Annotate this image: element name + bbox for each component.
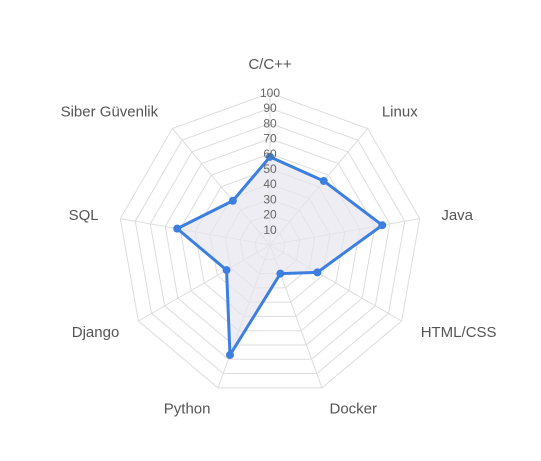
axis-label: Python [164, 401, 211, 418]
axis-label: Django [72, 324, 120, 341]
data-point[interactable] [313, 268, 322, 277]
axis-label: Docker [330, 401, 378, 418]
radial-tick-label: 70 [263, 132, 277, 146]
axis-label: Linux [382, 104, 418, 121]
radial-tick-label: 100 [260, 86, 280, 100]
data-point[interactable] [228, 196, 237, 205]
grid-ring [134, 107, 406, 375]
radar-series [173, 152, 387, 359]
radial-tick-label: 40 [263, 177, 277, 191]
data-point[interactable] [319, 176, 328, 185]
radial-tick-label: 90 [263, 101, 277, 115]
axis-label: SQL [69, 207, 99, 224]
grid-ring [119, 92, 421, 389]
radial-tick-label: 20 [263, 208, 277, 222]
data-point[interactable] [225, 350, 234, 359]
grid-ring [164, 138, 376, 346]
axis-label: Siber Güvenlik [61, 104, 159, 121]
radial-tick-label: 50 [263, 162, 277, 176]
series-area [175, 155, 384, 357]
axis-label: C/C++ [248, 56, 292, 73]
data-point[interactable] [266, 152, 274, 161]
radial-tick-label: 60 [263, 147, 277, 161]
axis-label: Java [441, 207, 473, 224]
radial-tick-label: 10 [263, 223, 277, 237]
data-point[interactable] [378, 221, 387, 230]
radial-tick-label: 80 [263, 116, 277, 130]
data-point[interactable] [222, 266, 231, 275]
axis-labels: C/C++ Linux Java HTML/CSS Docker Python Django… [61, 56, 497, 418]
axis-label: HTML/CSS [421, 324, 497, 341]
data-point[interactable] [173, 224, 182, 233]
grid-ring [149, 122, 391, 360]
radial-tick-label: 30 [263, 192, 277, 206]
data-point[interactable] [276, 269, 285, 278]
